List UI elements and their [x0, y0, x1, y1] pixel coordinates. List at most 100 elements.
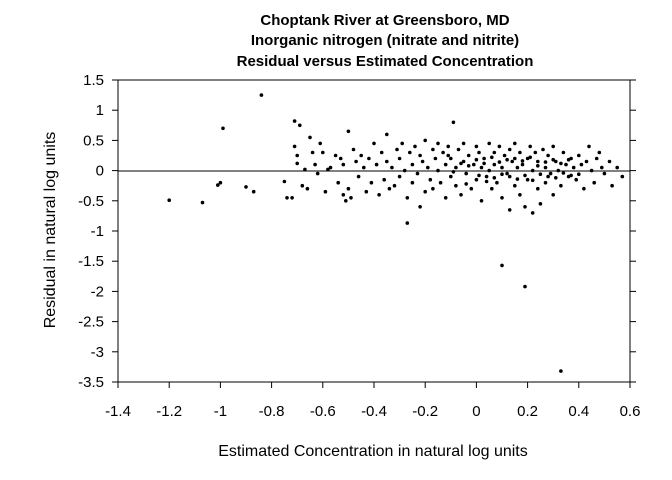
x-tick-label: 0 — [472, 403, 480, 420]
data-point — [341, 162, 346, 167]
data-point — [554, 159, 558, 164]
data-point — [594, 156, 599, 161]
y-tick-label: 1.5 — [83, 72, 104, 89]
y-tick-label: -1.5 — [78, 253, 104, 270]
data-point — [510, 159, 514, 164]
data-point — [543, 160, 548, 164]
data-point — [349, 196, 353, 200]
data-point — [528, 144, 532, 149]
data-point — [520, 162, 525, 167]
data-point — [564, 162, 568, 167]
data-point — [436, 141, 440, 146]
data-point — [326, 167, 330, 172]
data-point — [295, 161, 300, 166]
data-point — [615, 165, 619, 170]
data-point — [428, 177, 433, 182]
data-point — [367, 156, 371, 161]
data-point — [461, 159, 466, 164]
data-point — [397, 174, 402, 179]
data-point — [298, 123, 302, 128]
data-point — [546, 153, 550, 158]
data-point — [482, 156, 486, 161]
data-point — [292, 119, 297, 123]
data-point — [479, 199, 484, 203]
data-point — [408, 150, 412, 155]
x-tick-label: 0.6 — [620, 403, 641, 420]
data-point — [418, 205, 422, 209]
data-point — [466, 153, 471, 158]
y-axis-ticks: 1.5 1 0.5 0 -0.5 -1 -1.5 -2 -2.5 -3 -3.5 — [78, 72, 636, 391]
data-point — [548, 171, 553, 176]
data-point — [495, 180, 499, 185]
data-point — [487, 168, 492, 173]
data-point — [523, 173, 527, 178]
data-point — [438, 180, 443, 185]
data-point — [507, 147, 512, 152]
data-point — [318, 141, 323, 146]
data-point — [589, 168, 594, 173]
data-point — [477, 173, 481, 178]
data-point — [374, 162, 379, 167]
data-point — [292, 144, 297, 149]
data-point — [382, 177, 387, 182]
chart-title-line-3: Residual versus Estimated Concentration — [237, 53, 534, 70]
data-point — [443, 162, 448, 167]
data-point — [497, 160, 502, 164]
x-tick-label: -0.4 — [361, 403, 387, 420]
data-point — [410, 162, 415, 167]
data-point — [474, 144, 479, 149]
scatter-points — [167, 93, 625, 373]
data-point — [528, 155, 532, 160]
data-point — [500, 165, 504, 170]
y-tick-label: -3 — [91, 344, 104, 361]
data-point — [507, 174, 512, 179]
data-point — [559, 183, 563, 188]
data-point — [346, 186, 351, 191]
data-point — [500, 263, 504, 268]
data-point — [559, 369, 563, 373]
y-tick-label: 0 — [96, 163, 104, 180]
data-point — [395, 147, 399, 152]
data-point — [433, 156, 438, 161]
x-axis-ticks: -1.4 -1.2 -1 -0.8 -0.6 -0.4 -0.2 0 0.2 0.4 0.6 — [105, 382, 640, 420]
data-point — [551, 144, 555, 149]
data-point — [554, 176, 558, 180]
data-point — [523, 205, 527, 209]
data-point — [285, 196, 289, 200]
data-point — [426, 165, 430, 170]
data-point — [546, 174, 550, 179]
data-point — [523, 284, 527, 289]
data-point — [295, 153, 300, 158]
data-point — [390, 165, 394, 170]
y-tick-label: -3.5 — [78, 374, 104, 391]
data-point — [551, 193, 555, 197]
data-point — [385, 159, 389, 164]
data-point — [351, 147, 356, 152]
data-point — [402, 168, 407, 173]
data-point — [385, 132, 389, 137]
plot-frame — [117, 79, 631, 383]
data-point — [602, 171, 607, 176]
data-point — [479, 165, 484, 170]
data-point — [577, 172, 581, 176]
data-point — [400, 141, 405, 146]
y-tick-label: 0.5 — [83, 132, 104, 149]
data-point — [410, 180, 415, 185]
data-point — [620, 174, 625, 179]
data-point — [359, 153, 364, 158]
data-point — [515, 177, 520, 181]
data-point — [369, 180, 374, 185]
data-point — [474, 177, 479, 182]
x-tick-label: 0.4 — [568, 403, 589, 420]
data-point — [561, 171, 566, 175]
x-tick-label: 0.2 — [517, 403, 538, 420]
data-point — [607, 159, 612, 164]
data-point — [505, 157, 509, 162]
data-point — [379, 150, 384, 155]
data-point — [459, 161, 463, 166]
data-point — [338, 156, 343, 161]
data-point — [466, 164, 471, 168]
data-point — [518, 193, 522, 197]
data-point — [525, 177, 530, 182]
